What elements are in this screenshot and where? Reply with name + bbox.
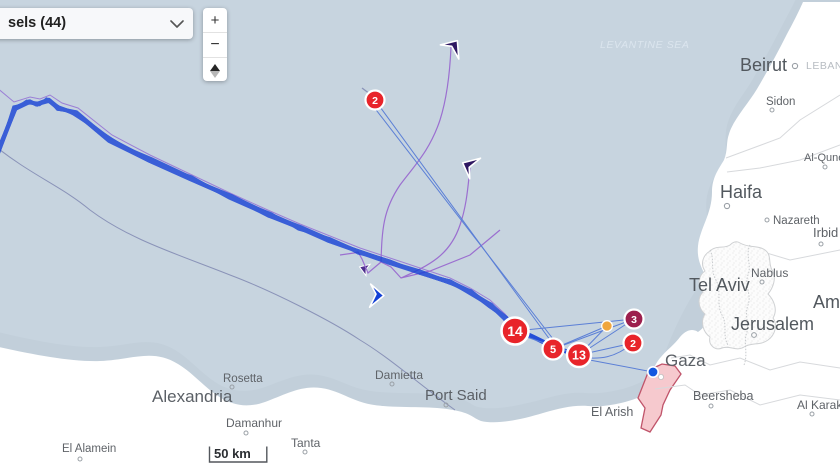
svg-text:Damietta: Damietta [375, 368, 423, 382]
svg-text:Beersheba: Beersheba [693, 389, 754, 403]
svg-text:Gaza: Gaza [665, 351, 706, 370]
svg-text:3: 3 [631, 314, 637, 326]
svg-text:Tanta: Tanta [291, 436, 321, 450]
svg-text:El Arish: El Arish [591, 405, 633, 419]
svg-text:Port Said: Port Said [425, 387, 487, 404]
svg-text:Haifa: Haifa [720, 182, 763, 202]
svg-text:50 km: 50 km [214, 446, 251, 461]
svg-text:2: 2 [372, 95, 378, 107]
svg-text:LEVANTINE SEA: LEVANTINE SEA [600, 39, 690, 51]
svg-text:LEBANON: LEBANON [806, 60, 840, 72]
svg-text:2: 2 [630, 338, 636, 350]
svg-text:Beirut: Beirut [740, 55, 787, 75]
svg-text:Irbid: Irbid [813, 225, 838, 240]
svg-text:14: 14 [507, 323, 523, 339]
svg-text:Al-Quneitra: Al-Quneitra [804, 152, 840, 164]
svg-text:Al Karak: Al Karak [797, 398, 840, 412]
svg-text:Amman: Amman [813, 292, 840, 312]
svg-text:13: 13 [572, 349, 586, 363]
svg-text:Alexandria: Alexandria [152, 387, 233, 406]
svg-text:Sidon: Sidon [766, 96, 795, 108]
svg-text:5: 5 [550, 344, 556, 356]
svg-text:Tel Aviv: Tel Aviv [689, 275, 750, 295]
svg-text:Nablus: Nablus [751, 266, 788, 280]
svg-text:Rosetta: Rosetta [223, 373, 263, 385]
svg-text:Jerusalem: Jerusalem [731, 314, 814, 334]
svg-text:Damanhur: Damanhur [226, 416, 282, 430]
svg-text:El Alamein: El Alamein [62, 443, 116, 455]
